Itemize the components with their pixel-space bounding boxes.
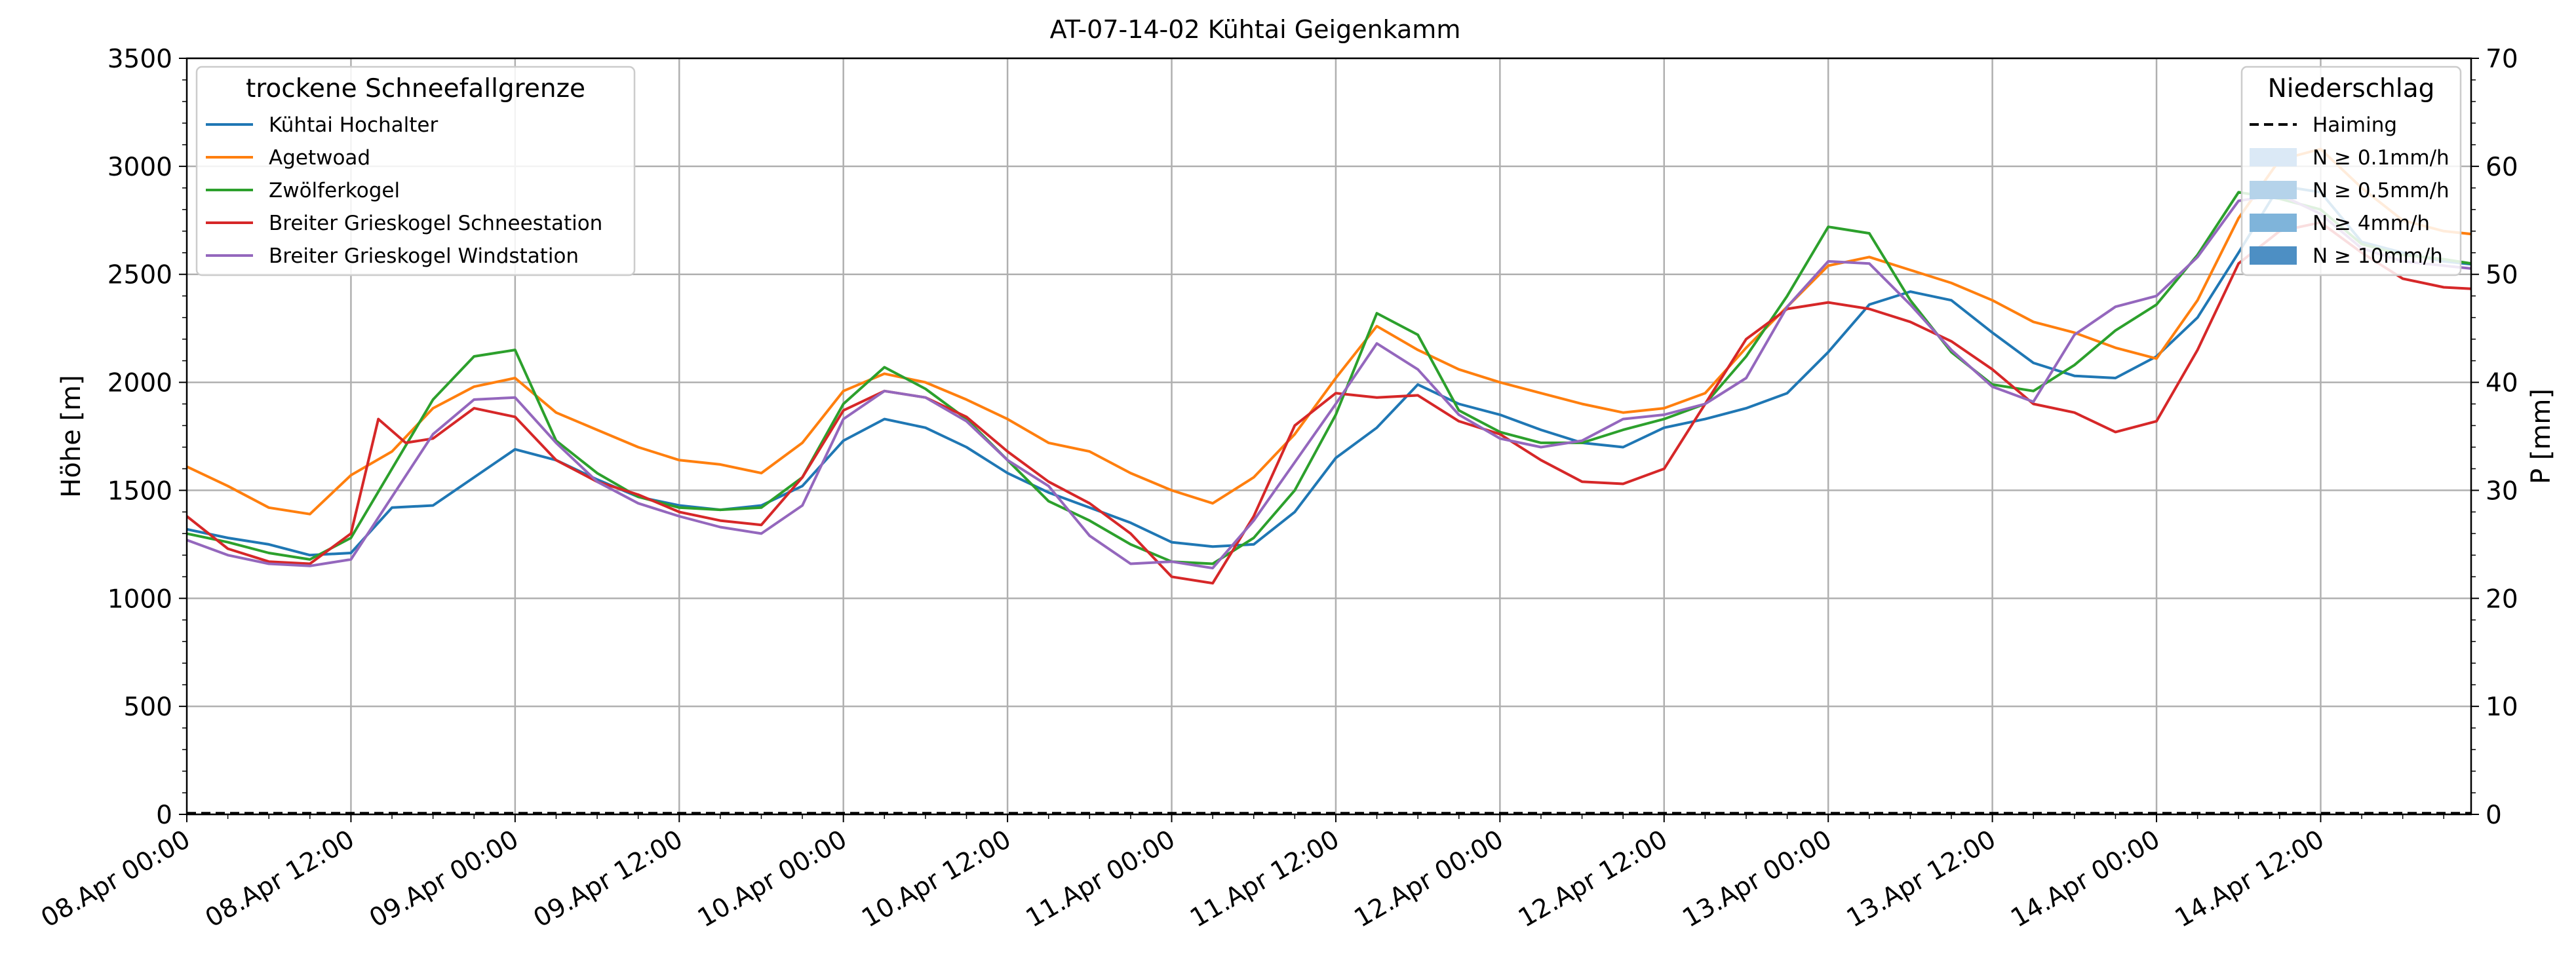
legend-label: Haiming: [2313, 113, 2397, 137]
legend-label: N ≥ 10mm/h: [2313, 244, 2443, 268]
y2-tick-label: 50: [2486, 261, 2518, 290]
series-line-agetwoad: [187, 147, 2471, 516]
y-axis-label: Höhe [m]: [56, 375, 87, 497]
y2-tick-label: 20: [2486, 584, 2518, 614]
legend-label: Kühtai Hochalter: [269, 113, 439, 137]
legend-snowline-entries: Kühtai Hochalter Agetwoad Zwölferkogel Brei…: [206, 113, 602, 268]
chart-title: AT-07-14-02 Kühtai Geigenkamm: [1050, 15, 1461, 44]
y2-axis-label: P [mm]: [2526, 389, 2556, 484]
legend-label: N ≥ 0.5mm/h: [2313, 179, 2449, 202]
y2-tick-label: 70: [2486, 45, 2518, 74]
legend-swatch: [2250, 148, 2297, 166]
y2-tick-label: 60: [2486, 153, 2518, 182]
y-tick-label: 2000: [107, 369, 172, 398]
legend-precipitation: Niederschlag Haiming N ≥ 0.1mm/h N ≥ 0.5mm…: [2240, 66, 2462, 276]
y-axis-left: 0 500 1000 1500 2000 2500 3000 3500: [107, 45, 187, 830]
y-axis-right: 0 10 20 30 40 50 60 70: [2471, 45, 2518, 830]
legend-snowline-title: trockene Schneefallgrenze: [246, 74, 585, 104]
y2-tick-label: 30: [2486, 476, 2518, 506]
legend-label: Breiter Grieskogel Schneestation: [269, 212, 602, 235]
y-tick-label: 2500: [107, 261, 172, 290]
legend-snowline-box: [195, 66, 636, 276]
y2-tick-label: 40: [2486, 369, 2518, 398]
legend-swatch: [2250, 181, 2297, 199]
legend-snowline: trockene Schneefallgrenze Kühtai Hochalt…: [195, 66, 636, 276]
y-tick-label: 3500: [107, 45, 172, 74]
legend-swatch: [2250, 246, 2297, 265]
legend-label: Agetwoad: [269, 146, 370, 170]
series-line-breiter-grieskogel-schneestation: [187, 221, 2471, 585]
y-tick-label: 500: [124, 693, 172, 722]
y-tick-label: 1500: [107, 476, 172, 506]
legend-label: N ≥ 0.1mm/h: [2313, 146, 2449, 170]
plot-frame: [185, 57, 2472, 816]
legend-label: Zwölferkogel: [269, 179, 400, 202]
y2-tick-label: 0: [2486, 801, 2502, 830]
series-lines: [187, 147, 2471, 585]
legend-swatch: [2250, 214, 2297, 232]
legend-label: Breiter Grieskogel Windstation: [269, 244, 579, 268]
y-tick-label: 1000: [107, 584, 172, 614]
legend-label: N ≥ 4mm/h: [2313, 212, 2430, 235]
legend-precip-title: Niederschlag: [2268, 74, 2435, 104]
legend-precip-entries: Haiming N ≥ 0.1mm/h N ≥ 0.5mm/h N ≥ 4mm/h N …: [2250, 113, 2449, 268]
series-line-breiter-grieskogel-windstation: [187, 193, 2471, 570]
y-tick-label: 0: [156, 801, 172, 830]
y-tick-label: 3000: [107, 153, 172, 182]
y2-tick-label: 10: [2486, 693, 2518, 722]
series-line-zw-lferkogel: [187, 191, 2471, 565]
